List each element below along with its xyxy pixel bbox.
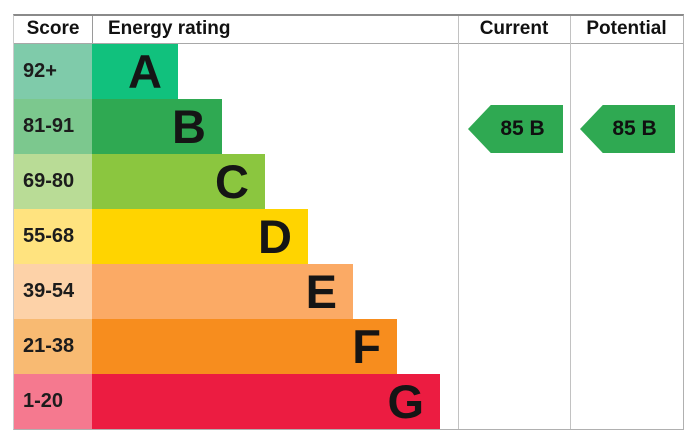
score-range-e: 39-54 <box>14 264 92 319</box>
band-bar-c: C <box>92 154 265 209</box>
potential-column-header: Potential <box>586 18 667 39</box>
score-range-d: 55-68 <box>14 209 92 264</box>
potential-rating-arrow: 85 B <box>580 105 675 153</box>
band-bar-f: F <box>92 319 397 374</box>
band-letter-d: D <box>258 210 292 263</box>
band-row-f: 21-38 F <box>14 319 683 374</box>
score-range-a: 92+ <box>14 44 92 99</box>
band-row-a: 92+ A <box>14 44 683 99</box>
current-column-divider <box>458 16 459 429</box>
energy-rating-column-header: Energy rating <box>92 16 230 43</box>
score-range-c: 69-80 <box>14 154 92 209</box>
score-range-g: 1-20 <box>14 374 92 429</box>
potential-column-divider <box>570 16 571 429</box>
band-bar-d: D <box>92 209 308 264</box>
band-bar-a: A <box>92 44 178 99</box>
current-rating-arrow: 85 B <box>468 105 563 153</box>
potential-rating-value: 85 B <box>612 117 657 140</box>
band-letter-e: E <box>305 265 337 318</box>
band-letter-b: B <box>172 100 206 153</box>
rating-table: Score Energy rating Current Potential 92… <box>13 14 684 430</box>
band-row-c: 69-80 C <box>14 154 683 209</box>
band-row-d: 55-68 D <box>14 209 683 264</box>
band-bar-e: E <box>92 264 353 319</box>
band-row-b: 81-91 B <box>14 99 683 154</box>
band-letter-c: C <box>215 155 249 208</box>
band-bar-g: G <box>92 374 440 429</box>
band-bar-b: B <box>92 99 222 154</box>
band-letter-g: G <box>387 375 424 428</box>
table-header: Score Energy rating Current Potential <box>14 16 683 44</box>
band-letter-a: A <box>128 45 162 98</box>
score-column-header: Score <box>26 18 80 39</box>
band-row-g: 1-20 G <box>14 374 683 429</box>
score-range-b: 81-91 <box>14 99 92 154</box>
current-rating-value: 85 B <box>500 117 545 140</box>
score-range-f: 21-38 <box>14 319 92 374</box>
current-column-header: Current <box>479 18 549 39</box>
band-row-e: 39-54 E <box>14 264 683 319</box>
band-letter-f: F <box>352 320 381 373</box>
